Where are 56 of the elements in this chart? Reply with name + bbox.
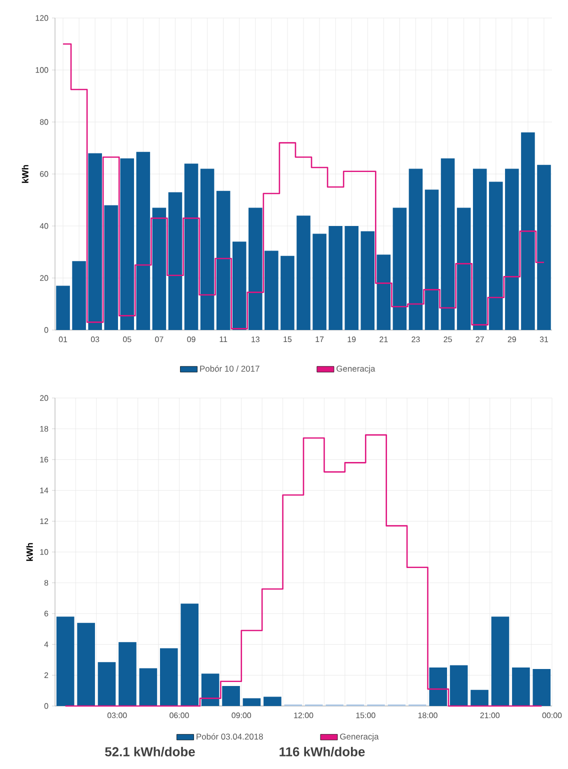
bar [160, 648, 178, 706]
bar [312, 234, 326, 330]
bar [232, 242, 246, 330]
bar [408, 168, 423, 330]
bar [456, 208, 471, 330]
bar [392, 208, 407, 330]
bar [72, 261, 86, 330]
text: 116 kWh/dobe [280, 746, 365, 756]
bar [360, 231, 375, 330]
bar [424, 190, 439, 330]
bar [98, 662, 116, 706]
bar [120, 158, 134, 330]
bar [280, 256, 294, 330]
bar [489, 182, 503, 330]
bar [472, 168, 487, 330]
bar [222, 686, 240, 706]
bar [184, 164, 198, 330]
bar [505, 168, 519, 330]
bar [491, 616, 510, 706]
bar [328, 226, 342, 330]
bar [56, 616, 74, 706]
bar [521, 132, 535, 330]
bar [450, 665, 468, 706]
bar [376, 254, 391, 330]
bar [470, 690, 488, 706]
bar [264, 696, 282, 706]
bar [512, 668, 530, 706]
legend-label: Pobór 10 / 2017 [200, 365, 260, 372]
bar [216, 190, 230, 330]
legend-label: Pobór 03.04.2018 [196, 733, 263, 740]
bar [168, 192, 182, 330]
bar [152, 208, 166, 330]
y-axis-title: kWh [22, 165, 28, 183]
bar [88, 153, 102, 330]
bar [118, 642, 136, 706]
bar [440, 158, 455, 330]
legend-label: Generacja [340, 733, 379, 742]
bar [429, 668, 448, 706]
text: 52.1 kWh/dobe [105, 746, 195, 756]
bar [201, 674, 220, 706]
bar [537, 164, 551, 330]
bar [248, 208, 262, 330]
bar [344, 226, 358, 330]
bar [180, 604, 199, 706]
bar [264, 250, 278, 330]
bar [296, 216, 310, 330]
bar [77, 622, 95, 706]
y-axis-title: kWh [26, 543, 33, 561]
legend-label: Generacja [336, 365, 376, 374]
bar [139, 668, 158, 706]
bar [104, 205, 118, 330]
bar [532, 669, 551, 706]
bar [200, 168, 214, 330]
bar [242, 698, 261, 706]
bar [56, 286, 70, 330]
bar [136, 152, 150, 330]
